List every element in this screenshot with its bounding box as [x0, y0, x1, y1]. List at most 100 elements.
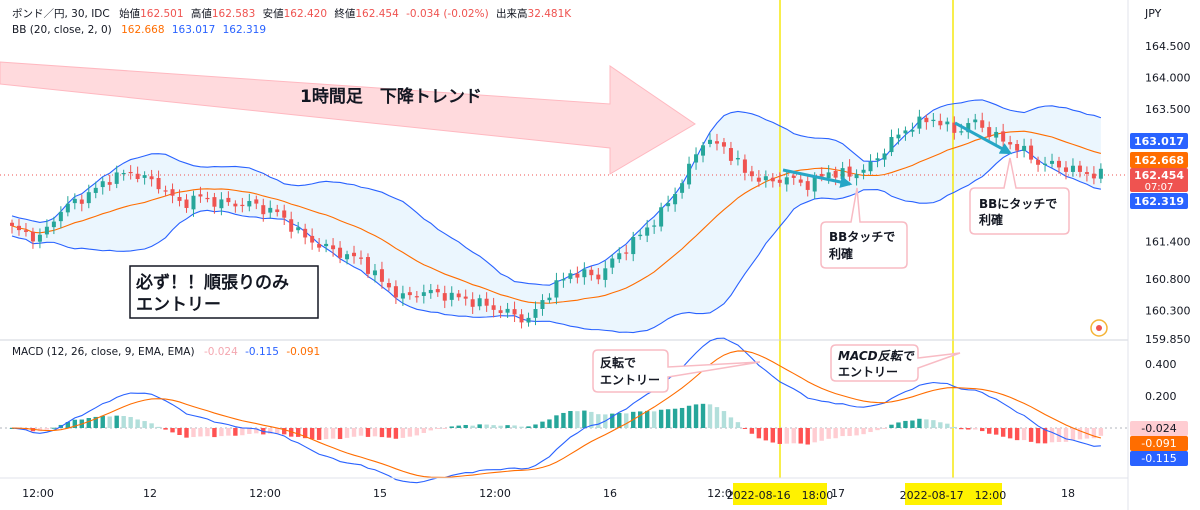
macd-hist-bar: [219, 428, 224, 437]
macd-hist-bar: [449, 426, 454, 428]
candle-body: [1022, 145, 1027, 151]
candle-body: [896, 134, 901, 139]
macd-hist-bar: [1035, 428, 1041, 444]
candle-body: [324, 243, 329, 247]
macd-hist-bar: [309, 428, 315, 440]
trend-title: 1時間足 下降トレンド: [300, 86, 482, 107]
macd-hist-bar: [72, 419, 78, 428]
macd-hist-bar: [65, 422, 71, 428]
downtrend-arrow: [0, 61, 696, 175]
macd-hist-bar: [756, 428, 762, 439]
candle-body: [428, 289, 433, 294]
macd-hist-bar: [1014, 428, 1020, 441]
candle-body: [554, 280, 559, 298]
macd-hist-bar: [917, 418, 922, 428]
candle-body: [135, 173, 140, 180]
candle-body: [610, 258, 615, 268]
candle-body: [331, 245, 336, 250]
macd-hist-bar: [156, 426, 161, 428]
bb-label: BB (20, close, 2, 0): [12, 24, 112, 36]
macd-hist-bar: [896, 422, 901, 428]
macd-hist-bar: [435, 428, 440, 429]
macd-hist-bar: [540, 421, 545, 428]
bb-touch-arrow-2: [954, 121, 1013, 155]
price-tick-label: 160.300: [1145, 305, 1191, 318]
bb-band-fill: [12, 99, 1101, 333]
macd-hist-bar: [770, 428, 776, 443]
candle-body: [449, 292, 454, 300]
macd-hist-bar: [847, 428, 852, 436]
macd-hist-bar: [791, 428, 796, 444]
macd-hist-bar: [861, 428, 866, 435]
macd-hist-bar: [1000, 428, 1006, 437]
candle-body: [191, 195, 196, 210]
bb-lower-badge-text: 162.319: [1134, 195, 1184, 208]
candle-body: [268, 207, 273, 213]
macd-hist-bar: [931, 420, 936, 428]
bar-countdown: 07:07: [1145, 182, 1174, 193]
macd-hist-bar: [477, 424, 482, 428]
candle-body: [282, 210, 287, 218]
candle-body: [596, 274, 601, 280]
macd-hist-bar: [924, 419, 929, 428]
candle-body: [756, 177, 761, 182]
bb-lower-badge: [1130, 193, 1188, 209]
candle-body: [945, 121, 950, 125]
candle-body: [1091, 173, 1096, 179]
candle-body: [65, 203, 70, 213]
macd-hist-bar: [596, 414, 601, 428]
candle-body: [365, 257, 370, 274]
candle-body: [72, 198, 77, 204]
macd-hist-bar: [784, 428, 789, 444]
macd-hist-bar: [763, 428, 769, 441]
macd-hist-bar: [533, 424, 538, 428]
macd-hist-bar: [282, 428, 287, 435]
candle-body: [519, 314, 524, 323]
candle-body: [177, 196, 182, 201]
macd-hist-bar: [142, 421, 147, 428]
candle-body: [212, 197, 217, 207]
macd-hist-bar: [191, 428, 196, 438]
vline-label-2: 2022-08-17 12:00: [900, 489, 1007, 502]
candle-body: [833, 170, 838, 178]
macd-hist-bar: [959, 428, 964, 430]
macd-hist-bar: [51, 427, 57, 429]
candle-body: [868, 161, 873, 172]
macd-hist-bar: [575, 411, 580, 428]
macd-hist-bar: [980, 428, 985, 432]
candle-body: [840, 168, 845, 180]
macd-hist-bar: [826, 428, 831, 439]
candle-body: [847, 166, 852, 177]
macd-hist-bar: [833, 428, 838, 439]
macd-hist-bar: [589, 411, 594, 428]
vline-label-2-bg: [905, 483, 1002, 505]
candle-body: [1057, 160, 1061, 168]
macd-hist-bar: [721, 411, 727, 428]
candle-body: [121, 173, 126, 175]
macd-hist-badge-text: -0.024: [1141, 422, 1176, 435]
candle-body: [484, 298, 489, 306]
macd-hist-value: -0.024: [204, 346, 238, 358]
price-tick-label: 159.850: [1145, 333, 1191, 346]
macd-hist-bar: [714, 407, 720, 428]
macd-hist-bar: [777, 428, 782, 444]
macd-hist-bar: [1077, 428, 1083, 440]
callout-bb-touch-2: [969, 157, 1070, 235]
candle-body: [400, 293, 405, 299]
open-value: 162.501: [140, 8, 183, 20]
macd-hist-bar: [107, 416, 112, 428]
macd-hist-bar: [491, 425, 496, 428]
macd-hist-bar: [302, 428, 308, 439]
macd-lines: [11, 337, 1102, 484]
candle-body: [1084, 172, 1089, 174]
bb-basis-badge-text: 162.668: [1134, 154, 1184, 167]
macd-hist-bar: [205, 428, 210, 437]
macd-hist-bar: [247, 428, 252, 434]
candle-body: [44, 226, 49, 235]
candle-body: [917, 116, 922, 129]
macd-hist-bar: [582, 410, 587, 428]
candle-body: [966, 123, 971, 133]
price-axis: 164.500 164.000 163.500 161.400 160.800 160.3…: [1145, 40, 1191, 346]
candle-body: [742, 159, 747, 173]
